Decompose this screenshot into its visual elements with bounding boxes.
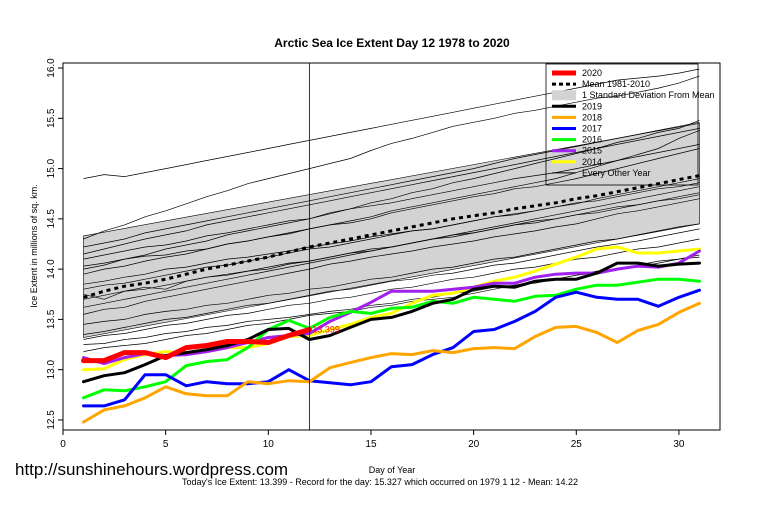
legend-label: Every Other Year	[582, 168, 651, 178]
series-line-2019	[82, 261, 701, 384]
every-other-year-line	[83, 121, 700, 248]
current-value-label: 13.399	[312, 324, 340, 334]
legend-label: 2020	[582, 68, 602, 78]
x-tick-label: 15	[365, 439, 377, 450]
plot-frame	[62, 62, 721, 431]
x-tick-label: 30	[673, 439, 685, 450]
watermark-url: http://sunshinehours.wordpress.com	[15, 460, 288, 479]
every-other-year-line	[83, 228, 700, 335]
x-tick-label: 10	[263, 439, 275, 450]
y-tick-label: 14.0	[46, 259, 57, 279]
y-tick-label: 14.5	[46, 209, 57, 229]
legend-box	[545, 63, 699, 186]
legend-label: 2014	[582, 157, 602, 167]
mean-line	[83, 174, 700, 299]
x-tick-label: 20	[468, 439, 480, 450]
every-other-year-line	[83, 192, 700, 300]
chart-title: Arctic Sea Ice Extent Day 12 1978 to 202…	[274, 36, 510, 50]
legend-label: 2017	[582, 124, 602, 134]
every-other-year-line	[83, 238, 700, 340]
legend-label: 2018	[582, 112, 602, 122]
legend-swatch	[552, 90, 576, 101]
every-other-year-line	[83, 128, 700, 255]
every-other-year-line	[83, 148, 700, 275]
legend-label: 2016	[582, 135, 602, 145]
series-line-2018	[82, 301, 701, 424]
every-other-year-line	[83, 68, 700, 179]
legend-label: Mean 1981-2010	[582, 79, 650, 89]
every-other-year-line	[83, 144, 700, 260]
every-other-year-line	[83, 178, 700, 285]
y-tick-label: 12.5	[46, 410, 57, 430]
every-other-year-line	[83, 198, 700, 315]
y-tick-label: 13.5	[46, 309, 57, 329]
x-tick-label: 5	[163, 439, 169, 450]
every-other-year-line	[83, 130, 700, 267]
y-tick-label: 15.0	[46, 158, 57, 178]
y-axis-label: Ice Extent in millions of sq. km.	[29, 184, 39, 308]
legend-label: 2015	[582, 146, 602, 156]
every-other-year-line	[83, 75, 700, 240]
plot-area: 13.399 0 5 10 15 20 25 30 12.5 13.0 13.5 14.0 14.5 15…	[46, 58, 721, 450]
every-other-year-line	[83, 223, 700, 325]
series-line-2017	[82, 288, 701, 408]
series-line-2016	[82, 277, 701, 400]
footer-summary: Today's Ice Extent: 13.399 - Record for …	[182, 477, 578, 487]
x-axis-label: Day of Year	[369, 465, 416, 475]
y-tick-label: 15.5	[46, 108, 57, 128]
x-tick-label: 0	[60, 439, 66, 450]
every-other-year-line	[83, 182, 700, 290]
every-other-year-line	[83, 254, 700, 345]
series-line-2020	[81, 327, 312, 364]
y-tick-label: 13.0	[46, 360, 57, 380]
x-tick-label: 25	[571, 439, 583, 450]
y-tick-label: 16.0	[46, 58, 57, 78]
legend-label: 1 Standard Deviation From Mean	[582, 90, 715, 100]
legend-label: 2019	[582, 101, 602, 111]
